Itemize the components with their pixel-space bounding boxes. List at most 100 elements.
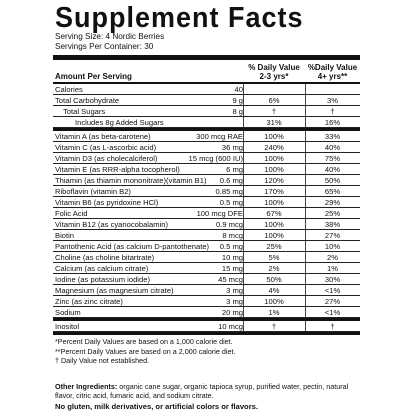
footnote: **Percent Daily Values are based on a 2,… bbox=[55, 346, 236, 356]
daily-value-4-plus-yrs: 50% bbox=[324, 176, 341, 185]
table-row: Choline (as choline bitartrate) 10 mg 5% 2% bbox=[53, 252, 360, 263]
daily-value-4-plus-yrs: 30% bbox=[324, 275, 341, 284]
nutrient-name: Iodine (as potassium iodide) bbox=[55, 275, 150, 284]
table-row: Includes 8g Added Sugars 31% 16% bbox=[53, 117, 360, 128]
daily-value-4-plus-yrs: 3% bbox=[327, 96, 338, 105]
nutrient-amount: 0.9 mcg bbox=[215, 220, 243, 229]
daily-value-4-plus-yrs: 38% bbox=[324, 220, 341, 229]
daily-value-2-3-yrs: 100% bbox=[264, 198, 284, 207]
table-row: Thiamin (as thiamin mononitrate)(vitamin… bbox=[53, 175, 360, 186]
footnote: † Daily Value not established. bbox=[55, 356, 150, 365]
column-divider bbox=[305, 219, 306, 229]
nutrient-name: Choline (as choline bitartrate) bbox=[55, 253, 155, 262]
table-row: Vitamin A (as beta-carotene) 300 mcg RAE 1… bbox=[53, 131, 360, 142]
column-divider bbox=[305, 197, 306, 207]
thick-divider bbox=[53, 55, 360, 60]
nutrient-amount: 3 mg bbox=[226, 286, 243, 295]
daily-value-2-3-yrs: 100% bbox=[264, 297, 284, 306]
daily-value-2-3-yrs: 100% bbox=[264, 132, 284, 141]
column-divider bbox=[243, 241, 244, 251]
column-divider bbox=[243, 117, 244, 127]
nutrient-name: Sodium bbox=[55, 308, 81, 317]
section-divider bbox=[53, 332, 360, 335]
servings-per-container: Servings Per Container: 30 bbox=[55, 42, 154, 51]
section-divider bbox=[53, 128, 360, 131]
column-divider bbox=[305, 153, 306, 163]
table-row: Biotin 8 mcg 100% 27% bbox=[53, 230, 360, 241]
nutrient-name: Zinc (as zinc citrate) bbox=[55, 297, 123, 306]
daily-value-2-3-yrs: 100% bbox=[264, 231, 284, 240]
column-divider bbox=[243, 175, 244, 185]
column-divider bbox=[243, 263, 244, 273]
column-divider bbox=[243, 219, 244, 229]
nutrient-amount: 8 g bbox=[232, 107, 243, 116]
daily-value-2-3-yrs: 100% bbox=[264, 154, 284, 163]
column-divider bbox=[305, 142, 306, 152]
daily-value-2-3-yrs: 67% bbox=[266, 209, 282, 218]
daily-value-2-3-yrs: 2% bbox=[268, 264, 280, 273]
macro-rows: Calories 40 Total Carbohydrate 9 g 6% 3% Total… bbox=[53, 84, 360, 128]
other-ingredients-label: Other Ingredients: bbox=[55, 382, 118, 391]
nutrient-amount: 300 mcg RAE bbox=[196, 132, 243, 141]
column-divider bbox=[305, 208, 306, 218]
other-ingredients: Other Ingredients: organic cane sugar, o… bbox=[55, 382, 361, 400]
nutrient-name: Vitamin E (as RRR-alpha tocopherol) bbox=[55, 165, 180, 174]
table-row: Riboflavin (vitamin B2) 0.85 mg 170% 65% bbox=[53, 186, 360, 197]
column-divider bbox=[243, 285, 244, 295]
column-divider bbox=[305, 117, 306, 127]
table-row: Vitamin C (as L-ascorbic acid) 36 mg 240% 4… bbox=[53, 142, 360, 153]
section-divider bbox=[53, 318, 360, 321]
column-divider bbox=[243, 142, 244, 152]
nutrient-name: Total Sugars bbox=[63, 107, 106, 116]
table-row: Vitamin B6 (as pyridoxine HCl) 0.5 mg 100%… bbox=[53, 197, 360, 208]
daily-value-4-plus-yrs: 27% bbox=[324, 231, 341, 240]
daily-value-4-plus-yrs: 40% bbox=[324, 143, 341, 152]
table-row: Sodium 20 mg 1% <1% bbox=[53, 307, 360, 318]
column-divider bbox=[305, 164, 306, 174]
column-divider bbox=[305, 263, 306, 273]
column-divider bbox=[243, 186, 244, 196]
daily-value-4-plus-yrs: <1% bbox=[324, 286, 341, 295]
daily-value-4-plus-yrs: 33% bbox=[324, 132, 341, 141]
nutrient-name: Vitamin D3 (as cholecalciferol) bbox=[55, 154, 158, 163]
table-row: Zinc (as zinc citrate) 3 mg 100% 27% bbox=[53, 296, 360, 307]
nutrient-amount: 3 mg bbox=[226, 297, 243, 306]
nutrient-name: Biotin bbox=[55, 231, 74, 240]
daily-value-4-plus-yrs: 10% bbox=[324, 242, 341, 251]
nutrient-amount: 100 mcg DFE bbox=[196, 209, 243, 218]
daily-value-4-plus-yrs: 16% bbox=[324, 118, 341, 127]
daily-value-2-3-yrs: 31% bbox=[266, 118, 282, 127]
column-divider bbox=[243, 208, 244, 218]
header-divider bbox=[53, 82, 360, 84]
table-row: Total Sugars 8 g † † bbox=[53, 106, 360, 117]
nutrient-amount: 9 g bbox=[232, 96, 243, 105]
column-divider bbox=[305, 241, 306, 251]
column-divider bbox=[305, 84, 306, 94]
nutrient-amount: 0.5 mg bbox=[219, 242, 243, 251]
daily-value-4-plus-yrs: † bbox=[330, 107, 335, 116]
column-divider bbox=[243, 197, 244, 207]
table-row: Total Carbohydrate 9 g 6% 3% bbox=[53, 95, 360, 106]
nutrient-name: Pantothenic Acid (as calcium D-pantothen… bbox=[55, 242, 210, 251]
daily-value-2-3-yrs: 5% bbox=[268, 253, 280, 262]
daily-value-2-3-yrs: 4% bbox=[268, 286, 280, 295]
daily-value-4-plus-yrs: † bbox=[330, 322, 335, 331]
other-rows: Inositol 10 mcg † † bbox=[53, 321, 360, 332]
nutrient-name: Vitamin C (as L-ascorbic acid) bbox=[55, 143, 157, 152]
table-row: Calories 40 bbox=[53, 84, 360, 95]
dv-column-1-header: % Daily Value 2-3 yrs* bbox=[248, 63, 300, 81]
table-row: Vitamin B12 (as cyanocobalamin) 0.9 mcg 10… bbox=[53, 219, 360, 230]
table-row: Pantothenic Acid (as calcium D-pantothen… bbox=[53, 241, 360, 252]
daily-value-2-3-yrs: 1% bbox=[268, 308, 280, 317]
daily-value-4-plus-yrs: 25% bbox=[324, 209, 341, 218]
nutrient-name: Vitamin A (as beta-carotene) bbox=[55, 132, 151, 141]
daily-value-4-plus-yrs: 40% bbox=[324, 165, 341, 174]
nutrient-name: Folic Acid bbox=[55, 209, 88, 218]
table-row: Iodine (as potassium iodide) 45 mcg 50% 30% bbox=[53, 274, 360, 285]
nutrient-name: Total Carbohydrate bbox=[55, 96, 120, 105]
nutrient-amount: 45 mcg bbox=[218, 275, 243, 284]
amount-per-serving-label: Amount Per Serving bbox=[55, 72, 132, 81]
daily-value-2-3-yrs: 50% bbox=[266, 275, 282, 284]
table-row: Vitamin E (as RRR-alpha tocopherol) 6 mg 1… bbox=[53, 164, 360, 175]
nutrient-amount: 40 bbox=[234, 85, 243, 94]
